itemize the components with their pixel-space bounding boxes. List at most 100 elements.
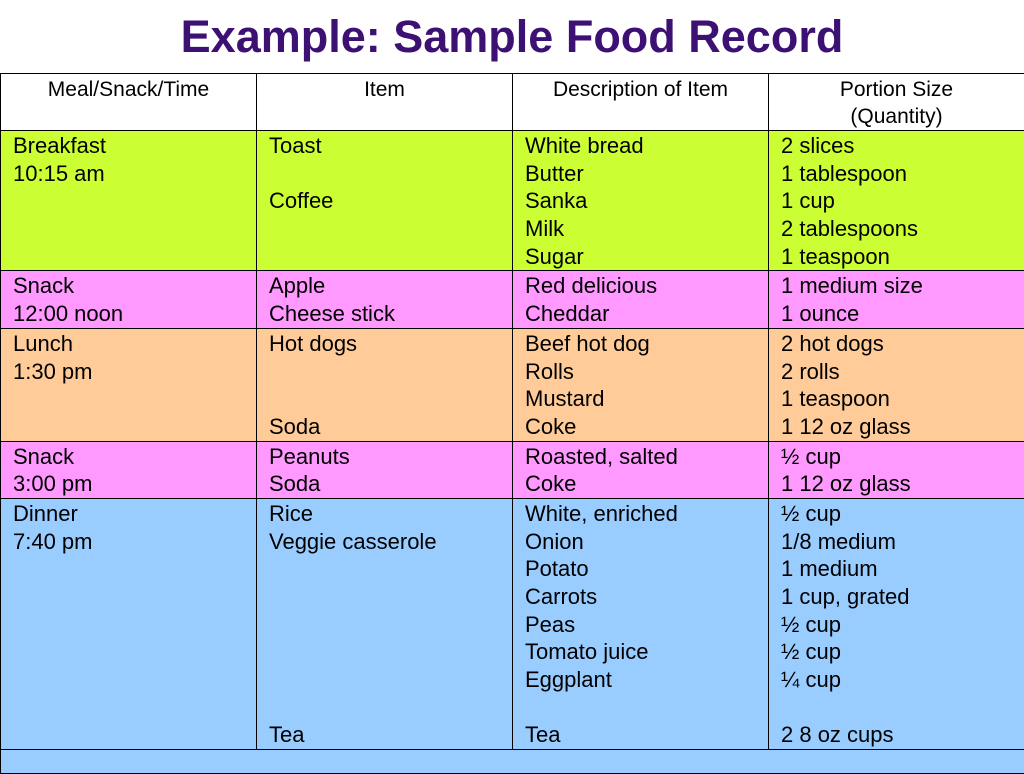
table-filler-row <box>1 750 1024 774</box>
cell-line <box>269 555 512 583</box>
cell-line: Carrots <box>525 583 768 611</box>
cell-line: Tea <box>269 721 512 749</box>
cell-line: 2 slices <box>781 132 1024 160</box>
cell-line <box>269 583 512 611</box>
cell-line: ½ cup <box>781 611 1024 639</box>
cell-line <box>13 413 256 441</box>
cell-line: 2 tablespoons <box>781 215 1024 243</box>
cell-line: 1:30 pm <box>13 358 256 386</box>
cell-line: ½ cup <box>781 500 1024 528</box>
cell-line: Apple <box>269 272 512 300</box>
cell-line <box>269 358 512 386</box>
cell-line <box>13 666 256 694</box>
cell-line: Tea <box>525 721 768 749</box>
cell-line <box>13 611 256 639</box>
cell-line: Veggie casserole <box>269 528 512 556</box>
page-title: Example: Sample Food Record <box>0 6 1024 68</box>
cell-line: ¼ cup <box>781 666 1024 694</box>
cell-line: 2 rolls <box>781 358 1024 386</box>
cell-line: Butter <box>525 160 768 188</box>
cell-line: 1 ounce <box>781 300 1024 328</box>
cell-line: 1 medium <box>781 555 1024 583</box>
cell-line: 1 teaspoon <box>781 243 1024 271</box>
cell-line: Snack <box>13 443 256 471</box>
cell-line: Cheddar <box>525 300 768 328</box>
cell-line: 3:00 pm <box>13 470 256 498</box>
cell-line: ½ cup <box>781 443 1024 471</box>
table-filler-cell <box>1 750 1024 774</box>
cell-line: Rice <box>269 500 512 528</box>
header-description-of-item: Description of Item <box>513 74 769 131</box>
cell-line: 1 12 oz glass <box>781 413 1024 441</box>
cell-line: ½ cup <box>781 638 1024 666</box>
cell-line: Snack <box>13 272 256 300</box>
cell-line: Dinner <box>13 500 256 528</box>
cell-line: Breakfast <box>13 132 256 160</box>
cell-line <box>13 555 256 583</box>
cell-line: 1/8 medium <box>781 528 1024 556</box>
table-cell-item: Hot dogs Soda <box>257 328 513 441</box>
cell-line <box>269 215 512 243</box>
cell-line: Hot dogs <box>269 330 512 358</box>
cell-line: 7:40 pm <box>13 528 256 556</box>
cell-line <box>269 638 512 666</box>
header-portion-size: Portion Size (Quantity) <box>769 74 1024 131</box>
cell-line: Soda <box>269 413 512 441</box>
cell-line: Coffee <box>269 187 512 215</box>
cell-line <box>781 694 1024 722</box>
cell-line <box>269 611 512 639</box>
cell-line <box>269 160 512 188</box>
cell-line: White bread <box>525 132 768 160</box>
cell-line: Beef hot dog <box>525 330 768 358</box>
cell-line: Toast <box>269 132 512 160</box>
cell-line: Roasted, salted <box>525 443 768 471</box>
cell-line <box>13 721 256 749</box>
cell-line: Potato <box>525 555 768 583</box>
cell-line: 2 8 oz cups <box>781 721 1024 749</box>
cell-line: 12:00 noon <box>13 300 256 328</box>
cell-line: 1 12 oz glass <box>781 470 1024 498</box>
cell-line: Cheese stick <box>269 300 512 328</box>
cell-line: Onion <box>525 528 768 556</box>
cell-line: Peanuts <box>269 443 512 471</box>
cell-line: 1 cup, grated <box>781 583 1024 611</box>
cell-line <box>269 666 512 694</box>
cell-line <box>13 187 256 215</box>
cell-line: Peas <box>525 611 768 639</box>
cell-line <box>269 243 512 271</box>
cell-line <box>13 583 256 611</box>
header-meal-snack-time: Meal/Snack/Time <box>1 74 257 131</box>
cell-line <box>13 638 256 666</box>
cell-line <box>13 243 256 271</box>
header-item: Item <box>257 74 513 131</box>
cell-line: Milk <box>525 215 768 243</box>
cell-line <box>13 385 256 413</box>
cell-line: Sugar <box>525 243 768 271</box>
cell-line: Soda <box>269 470 512 498</box>
cell-line: 2 hot dogs <box>781 330 1024 358</box>
header-row: Meal/Snack/Time Item Description of Item… <box>1 74 1024 131</box>
cell-line: White, enriched <box>525 500 768 528</box>
food-record-table: Meal/Snack/Time Item Description of Item… <box>0 73 1024 774</box>
cell-line: 1 cup <box>781 187 1024 215</box>
